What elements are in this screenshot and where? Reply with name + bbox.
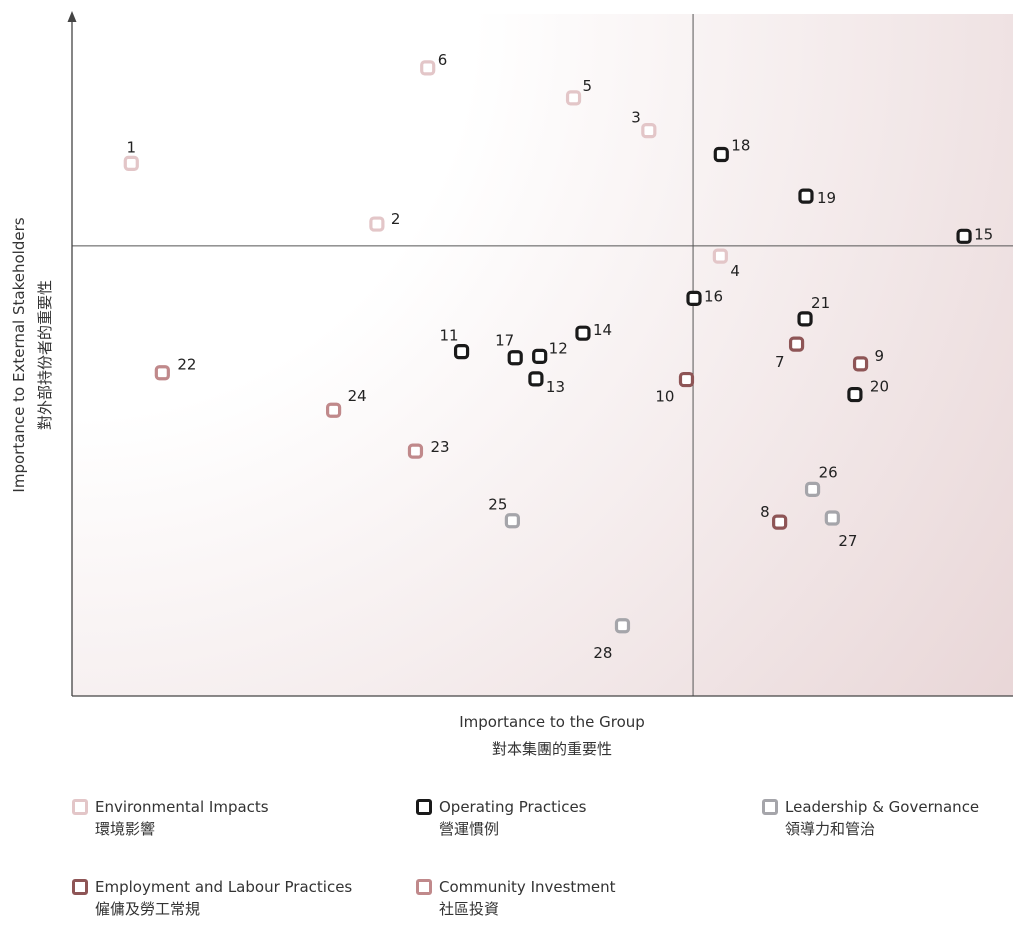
data-point-15-label: 15: [974, 225, 993, 243]
legend-label: Community Investment: [439, 878, 616, 896]
data-point-17-label: 17: [495, 332, 514, 350]
data-point-6-marker: [420, 60, 436, 76]
data-point-14-marker: [575, 325, 591, 341]
data-point-11-label: 11: [439, 327, 458, 345]
data-point-21-label: 21: [811, 294, 830, 312]
data-point-9-label: 9: [875, 347, 885, 365]
data-point-1-marker: [123, 155, 139, 171]
data-point-14-label: 14: [593, 321, 612, 339]
data-point-13-label: 13: [546, 378, 565, 396]
data-point-25-marker: [504, 513, 520, 529]
data-point-18-label: 18: [731, 136, 750, 154]
legend-swatch-icon: [762, 799, 778, 815]
legend-label-zh: 領導力和管治: [785, 820, 876, 838]
data-point-27-marker: [824, 510, 840, 526]
data-point-7-marker: [788, 336, 805, 352]
data-point-20-label: 20: [870, 378, 889, 396]
data-point-12-label: 12: [549, 339, 568, 357]
data-point-15-marker: [956, 228, 972, 244]
data-point-24-label: 24: [348, 387, 367, 405]
data-point-28-marker: [614, 618, 631, 634]
data-point-23-marker: [407, 443, 424, 459]
data-point-23-label: 23: [430, 438, 449, 456]
legend-swatch-icon: [416, 799, 432, 815]
data-point-5-marker: [565, 90, 582, 106]
legend-label: Leadership & Governance: [785, 798, 980, 816]
data-point-17-marker: [507, 350, 523, 366]
legend-label: Operating Practices: [439, 798, 587, 816]
legend-label: Environmental Impacts: [95, 798, 269, 816]
data-point-20-marker: [847, 386, 863, 403]
data-point-19-label: 19: [817, 189, 836, 207]
data-points: 1234561112131415161718192021789102223242…: [123, 51, 993, 662]
y-axis-title: Importance to External Stakeholders: [10, 217, 28, 492]
axes: [67, 11, 1013, 697]
data-point-24-marker: [325, 402, 342, 418]
materiality-matrix-chart: 1234561112131415161718192021789102223242…: [10, 11, 1013, 758]
data-point-22-label: 22: [177, 356, 196, 374]
data-point-2-marker: [369, 216, 385, 232]
data-point-19-marker: [798, 188, 814, 204]
legend-item-community: Community Investment 社區投資: [416, 876, 616, 920]
data-point-13-marker: [528, 371, 544, 387]
x-axis-title: Importance to the Group: [459, 713, 645, 731]
data-point-18-marker: [713, 146, 729, 163]
legend-swatch-icon: [416, 879, 432, 895]
x-axis-title-zh: 對本集團的重要性: [492, 740, 612, 758]
data-point-26-marker: [804, 481, 821, 497]
data-point-4-marker: [712, 248, 728, 264]
y-axis-arrow-icon: [67, 11, 77, 22]
data-point-12-marker: [532, 348, 548, 364]
legend: Environmental Impacts 環境影響 Operating Pra…: [72, 796, 1013, 926]
legend-item-leadership: Leadership & Governance 領導力和管治: [762, 796, 979, 840]
data-point-3-label: 3: [631, 109, 641, 127]
quadrant-lines: [72, 14, 1013, 696]
legend-item-environmental: Environmental Impacts 環境影響: [72, 796, 269, 840]
legend-label-zh: 僱傭及勞工常規: [95, 900, 201, 918]
data-point-6-label: 6: [438, 51, 448, 69]
data-point-22-marker: [154, 365, 170, 381]
data-point-2-label: 2: [391, 210, 401, 228]
legend-label: Employment and Labour Practices: [95, 878, 353, 896]
data-point-3-marker: [641, 123, 657, 139]
data-point-28-label: 28: [593, 644, 612, 662]
data-point-11-marker: [453, 343, 470, 360]
data-point-5-label: 5: [583, 77, 593, 95]
data-point-10-label: 10: [655, 388, 674, 406]
data-point-10-marker: [678, 371, 695, 388]
data-point-9-marker: [852, 356, 869, 372]
data-point-16-label: 16: [704, 287, 723, 305]
data-point-25-label: 25: [488, 496, 507, 514]
data-point-7-label: 7: [775, 353, 785, 371]
data-point-1-label: 1: [127, 138, 137, 156]
legend-item-employment: Employment and Labour Practices 僱傭及勞工常規: [72, 876, 352, 920]
legend-label-zh: 社區投資: [439, 900, 500, 918]
legend-item-operating: Operating Practices 營運慣例: [416, 796, 587, 840]
legend-label-zh: 環境影響: [95, 820, 156, 838]
legend-swatch-icon: [72, 879, 88, 895]
legend-swatch-icon: [72, 799, 88, 815]
data-point-16-marker: [686, 290, 702, 306]
data-point-8-marker: [772, 514, 788, 530]
data-point-4-label: 4: [730, 262, 740, 280]
data-point-26-label: 26: [819, 463, 838, 481]
y-axis-title-zh: 對外部持份者的重要性: [36, 280, 54, 430]
data-point-8-label: 8: [760, 503, 770, 521]
data-point-27-label: 27: [838, 532, 857, 550]
data-point-21-marker: [797, 311, 813, 327]
legend-label-zh: 營運慣例: [439, 820, 500, 838]
